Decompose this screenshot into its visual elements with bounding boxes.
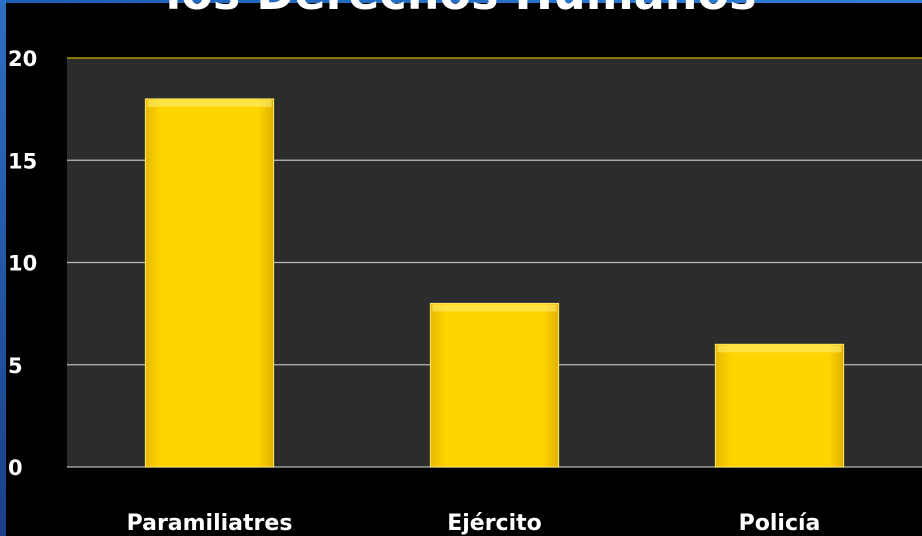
y-tick-label: 20 (8, 47, 37, 71)
y-tick-label: 5 (8, 354, 23, 378)
y-tick-label: 15 (8, 149, 37, 173)
bar-policía (714, 343, 845, 468)
y-tick-label: 0 (8, 456, 23, 480)
bar-highlight (717, 345, 842, 353)
x-category-label: Paramiliatres (127, 511, 293, 536)
y-axis-tick-labels: 0 5 10 15 20 (8, 47, 37, 480)
bar-highlight (147, 99, 272, 107)
slide-top-border (0, 0, 922, 3)
x-category-label: Ejército (447, 511, 542, 536)
bar-highlight (432, 304, 557, 312)
chart-title: los Derechos Humanos (0, 0, 922, 16)
y-tick-label: 10 (8, 252, 37, 276)
bar-paramiliatres (144, 98, 275, 468)
x-category-label: Policía (739, 511, 821, 536)
bars (144, 98, 845, 468)
slide-left-border (0, 0, 6, 536)
x-axis-category-labels: Paramiliatres Ejército Policía (127, 511, 821, 536)
bar-ejército (429, 302, 560, 468)
